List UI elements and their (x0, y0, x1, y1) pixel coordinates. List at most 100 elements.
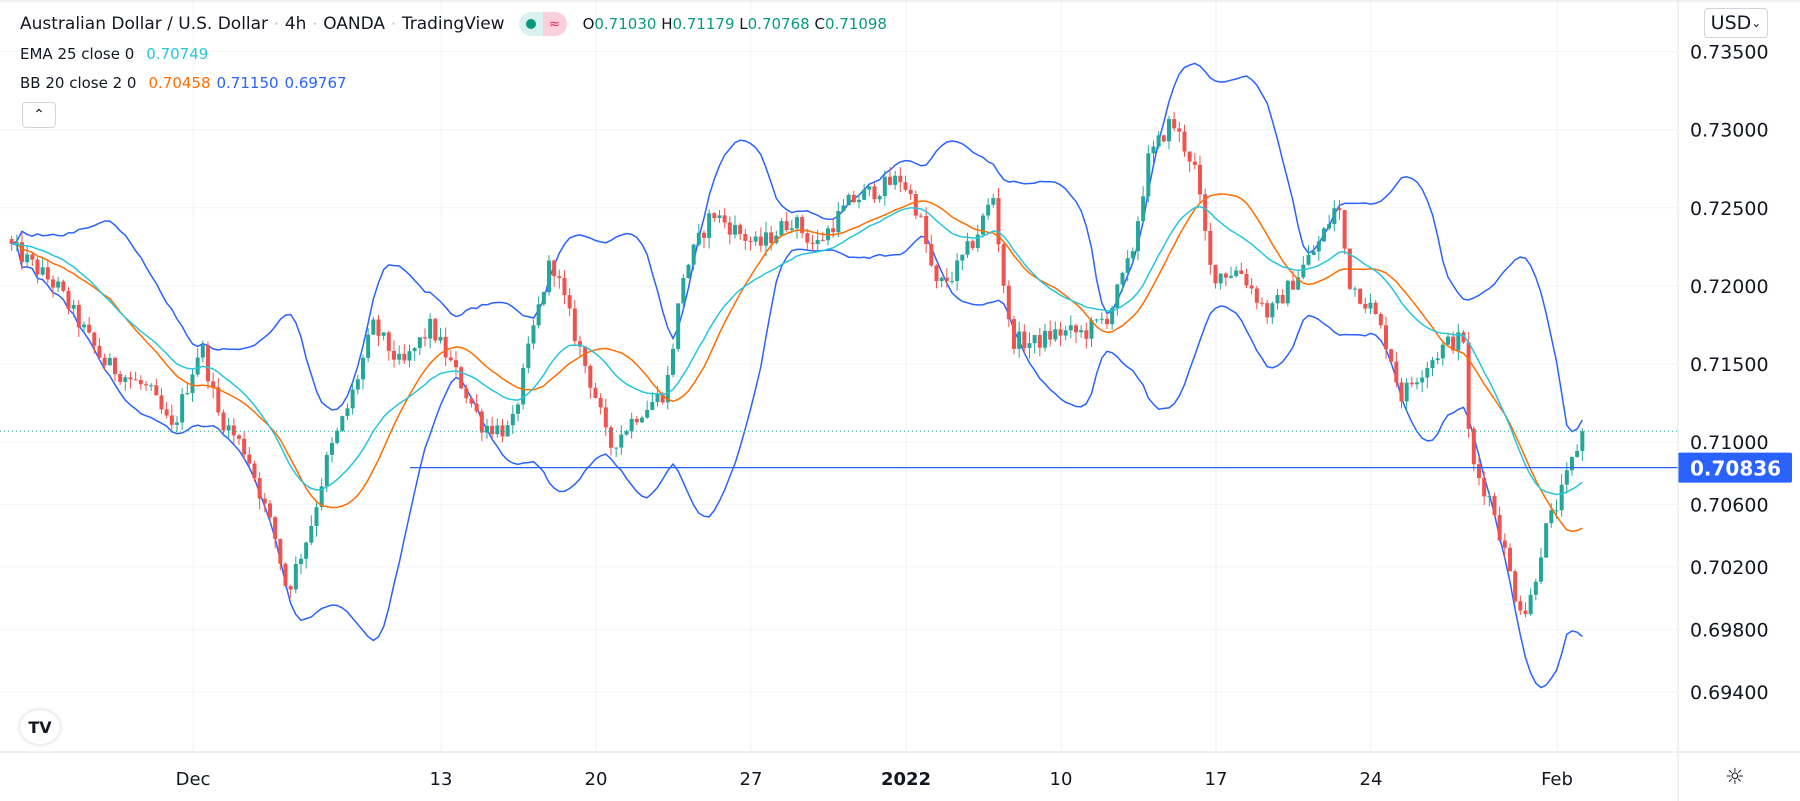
candle-body (459, 367, 464, 389)
candle-body (81, 324, 86, 328)
candle-body (1203, 194, 1208, 231)
candle-body (1265, 303, 1270, 318)
candle-body (9, 239, 14, 244)
candle-body (1425, 368, 1430, 378)
candle-body (1476, 464, 1481, 479)
candle-body (345, 408, 350, 417)
candle-body (123, 377, 128, 382)
candle-body (185, 393, 190, 395)
candle-body (1394, 361, 1399, 383)
candle-body (102, 357, 107, 366)
candle-body (862, 189, 867, 200)
candle-body (929, 243, 934, 266)
candle-body (1017, 331, 1022, 349)
settings-gear-icon[interactable]: ☼ (1725, 765, 1745, 790)
candle-body (1352, 288, 1357, 290)
currency-button[interactable]: USD ⌄ (1704, 8, 1768, 38)
candle-body (588, 365, 593, 388)
tradingview-logo[interactable]: TV (20, 710, 60, 744)
candle-body (521, 367, 526, 405)
candle-body (35, 259, 40, 275)
price-axis[interactable]: 0.73500 0.73000 0.72500 0.72000 0.71500 0.710… (1690, 42, 1769, 704)
candle-body (541, 292, 546, 305)
candle-body (1115, 284, 1120, 308)
horizontal-line-tool[interactable]: 0.70836 (410, 452, 1792, 483)
candle-body (283, 563, 288, 587)
candle-body (614, 447, 619, 449)
candle-body (908, 189, 913, 195)
market-status[interactable]: ≈ (518, 12, 567, 36)
price-tick-label: 0.70200 (1690, 557, 1769, 579)
candle-body (743, 234, 748, 241)
candle-body (1301, 264, 1306, 278)
candle-body (50, 279, 55, 288)
candle-body (479, 411, 484, 433)
bb-legend[interactable]: BB 20 close 2 0 0.70458 0.71150 0.69767 (20, 74, 347, 92)
candle-body (608, 427, 613, 448)
candle-body (882, 176, 887, 197)
candle-body (1151, 146, 1156, 154)
candle-body (1228, 275, 1233, 278)
bb-label: BB 20 close 2 0 (20, 74, 137, 92)
ema-value: 0.70749 (146, 45, 209, 63)
candle-body (810, 242, 815, 244)
indicator-lines (0, 193, 1678, 532)
candle-body (949, 281, 954, 283)
candle-body (1141, 196, 1146, 222)
candle-body (1120, 272, 1125, 285)
candle-body (1063, 330, 1068, 336)
candle-body (1079, 330, 1084, 333)
collapse-legend-button[interactable]: ⌃ (22, 102, 56, 128)
candle-body (288, 586, 293, 590)
candle-body (562, 278, 567, 296)
candle-body (572, 308, 577, 342)
candle-body (1011, 319, 1016, 349)
candle-body (944, 277, 949, 282)
low-value: 0.70768 (747, 15, 810, 33)
candle-body (1197, 164, 1202, 195)
candle-body (738, 224, 743, 235)
candle-body (453, 360, 458, 368)
candle-body (1290, 280, 1295, 290)
candle-body (763, 232, 768, 246)
time-axis[interactable]: Dec 13 20 27 2022 10 17 24 Feb (176, 769, 1573, 790)
candle-body (1373, 302, 1378, 315)
candle-body (841, 205, 846, 212)
candle-body (634, 418, 639, 423)
candle-body (1321, 228, 1326, 242)
candle-body (820, 239, 825, 241)
chevron-up-icon: ⌃ (33, 107, 45, 123)
candle-body (1445, 336, 1450, 345)
candle-body (1538, 557, 1543, 582)
candle-body (918, 215, 923, 217)
candle-body (815, 239, 820, 244)
candle-body (309, 525, 314, 543)
candle-body (893, 175, 898, 185)
candle-body (25, 254, 30, 263)
candle-body (624, 431, 629, 435)
candle-body (1332, 208, 1337, 225)
symbol-title[interactable]: Australian Dollar / U.S. Dollar (20, 14, 269, 34)
candle-body (619, 434, 624, 448)
candle-body (319, 486, 324, 508)
candle-body (1471, 428, 1476, 465)
price-tick-label: 0.73000 (1690, 120, 1769, 142)
candle-body (257, 478, 262, 499)
candle-body (1073, 325, 1078, 333)
candle-body (510, 413, 515, 426)
candle-body (1192, 161, 1197, 165)
candle-body (1032, 335, 1037, 344)
candle-body (794, 217, 799, 229)
candle-body (1363, 303, 1368, 309)
candle-body (231, 425, 236, 436)
candle-body (19, 242, 24, 263)
candle-body (484, 425, 489, 433)
candle-body (1275, 294, 1280, 304)
candle-body (1399, 382, 1404, 402)
ema-legend[interactable]: EMA 25 close 0 0.70749 (20, 45, 208, 63)
candle-body (200, 345, 205, 358)
candle-body (924, 215, 929, 244)
candle-body (1130, 251, 1135, 259)
candle-body (660, 393, 665, 403)
